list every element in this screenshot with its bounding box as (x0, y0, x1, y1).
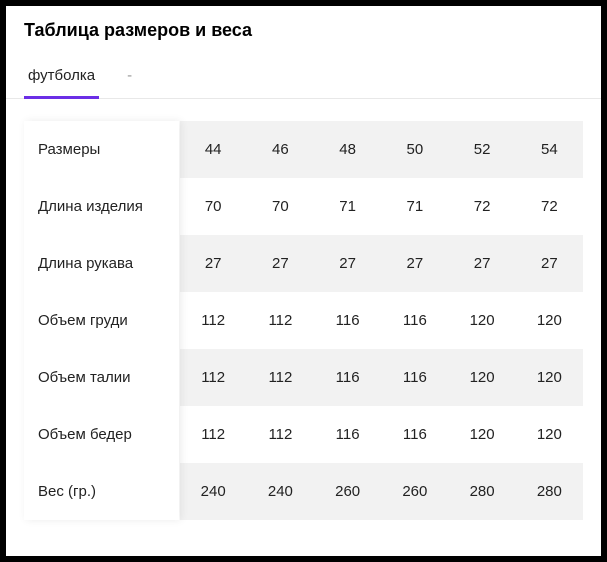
cell: 120 (516, 406, 583, 463)
cell: 116 (381, 292, 448, 349)
cell: 116 (314, 349, 381, 406)
cell: 120 (516, 292, 583, 349)
cell: 260 (314, 463, 381, 520)
cell: 50 (381, 121, 448, 178)
table-row: Объем груди112112116116120120 (24, 292, 583, 349)
cell: 112 (180, 349, 247, 406)
cell: 27 (247, 235, 314, 292)
cell: 116 (381, 406, 448, 463)
tabs-bar: футболка - (6, 55, 601, 99)
cell: 120 (448, 406, 515, 463)
cell: 240 (180, 463, 247, 520)
cell: 27 (180, 235, 247, 292)
cell: 70 (180, 178, 247, 235)
cell: 280 (448, 463, 515, 520)
cell: 240 (247, 463, 314, 520)
cell: 112 (180, 406, 247, 463)
cell: 112 (247, 292, 314, 349)
table-row: Длина рукава272727272727 (24, 235, 583, 292)
row-label: Объем груди (24, 292, 180, 349)
cell: 54 (516, 121, 583, 178)
cell: 120 (448, 349, 515, 406)
page-title: Таблица размеров и веса (6, 20, 601, 55)
cell: 44 (180, 121, 247, 178)
tab-tshirt[interactable]: футболка (24, 55, 99, 98)
cell: 72 (516, 178, 583, 235)
cell: 116 (381, 349, 448, 406)
table-row: Объем талии112112116116120120 (24, 349, 583, 406)
table-wrap: Размеры444648505254Длина изделия70707171… (6, 99, 601, 520)
cell: 52 (448, 121, 515, 178)
cell: 27 (314, 235, 381, 292)
cell: 260 (381, 463, 448, 520)
table-row: Длина изделия707071717272 (24, 178, 583, 235)
cell: 71 (381, 178, 448, 235)
cell: 71 (314, 178, 381, 235)
cell: 70 (247, 178, 314, 235)
cell: 46 (247, 121, 314, 178)
cell: 112 (180, 292, 247, 349)
row-label: Вес (гр.) (24, 463, 180, 520)
row-label: Объем бедер (24, 406, 180, 463)
cell: 120 (516, 349, 583, 406)
row-label: Длина изделия (24, 178, 180, 235)
cell: 112 (247, 406, 314, 463)
cell: 112 (247, 349, 314, 406)
table-row: Размеры444648505254 (24, 121, 583, 178)
cell: 116 (314, 406, 381, 463)
cell: 27 (381, 235, 448, 292)
row-label: Объем талии (24, 349, 180, 406)
cell: 27 (448, 235, 515, 292)
cell: 72 (448, 178, 515, 235)
cell: 116 (314, 292, 381, 349)
table-row: Вес (гр.)240240260260280280 (24, 463, 583, 520)
tab-placeholder: - (123, 55, 136, 98)
size-table-panel: Таблица размеров и веса футболка - Разме… (6, 6, 601, 556)
cell: 280 (516, 463, 583, 520)
cell: 48 (314, 121, 381, 178)
size-table: Размеры444648505254Длина изделия70707171… (24, 121, 583, 520)
cell: 27 (516, 235, 583, 292)
row-label: Размеры (24, 121, 180, 178)
cell: 120 (448, 292, 515, 349)
table-row: Объем бедер112112116116120120 (24, 406, 583, 463)
row-label: Длина рукава (24, 235, 180, 292)
